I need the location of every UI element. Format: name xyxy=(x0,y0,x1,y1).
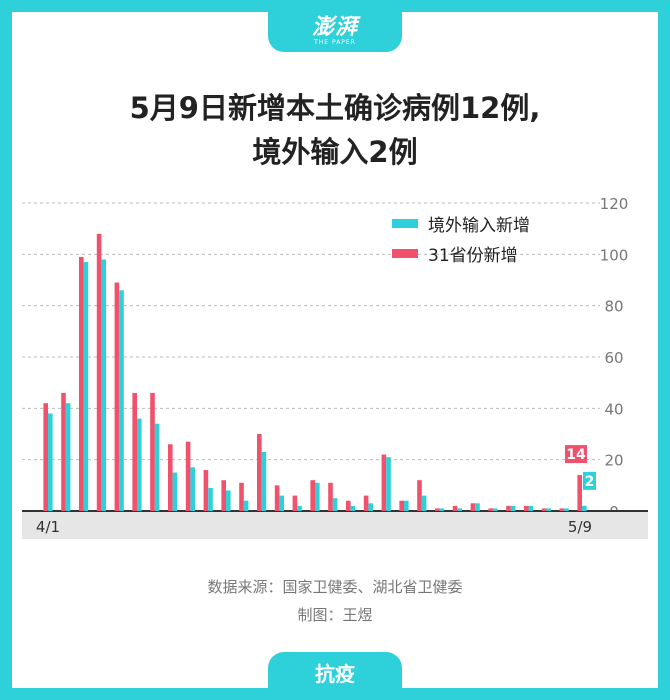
source-line-1: 数据来源：国家卫健委、湖北省卫健委 xyxy=(207,578,463,596)
bar-provincial xyxy=(185,441,191,511)
bar-provincial xyxy=(310,480,315,511)
bar-imported xyxy=(493,508,498,511)
bar-imported xyxy=(172,472,178,511)
y-tick-label: 60 xyxy=(604,349,623,367)
bar-imported xyxy=(154,423,160,511)
bar-provincial xyxy=(435,508,440,511)
bar-imported xyxy=(510,505,516,511)
bar-provincial xyxy=(506,505,511,511)
data-source: 数据来源：国家卫健委、湖北省卫健委 制图：王煜 xyxy=(0,573,670,629)
x-tick-label-start: 4/1 xyxy=(36,518,60,536)
bar-provincial xyxy=(203,469,209,511)
y-tick-label: 40 xyxy=(604,400,623,418)
legend-label-provincial: 31省份新增 xyxy=(428,245,518,266)
x-axis-band xyxy=(22,511,648,539)
bar-imported xyxy=(386,457,391,511)
bar-imported xyxy=(582,505,587,511)
bar-imported xyxy=(101,259,106,511)
brand-logo: 澎湃 THE PAPER xyxy=(268,12,402,52)
bar-imported xyxy=(528,505,534,511)
bar-provincial xyxy=(399,500,404,511)
chart-title: 5月9日新增本土确诊病例12例, 境外输入2例 xyxy=(0,86,670,174)
bar-imported xyxy=(137,418,142,511)
annotation-box-provincial xyxy=(565,445,587,464)
bar-provincial xyxy=(96,233,102,512)
bar-imported xyxy=(48,413,53,511)
bar-imported xyxy=(261,451,267,511)
bar-provincial xyxy=(150,392,155,511)
bar-imported xyxy=(368,503,373,511)
bar-provincial xyxy=(577,475,582,511)
bar-imported xyxy=(546,508,551,511)
bar-imported xyxy=(83,262,89,511)
bar-imported xyxy=(119,290,124,511)
bar-provincial xyxy=(257,434,262,511)
bar-provincial xyxy=(61,392,66,511)
logo-subtitle: THE PAPER xyxy=(314,39,356,46)
y-tick-label: 20 xyxy=(604,452,623,470)
legend-label-imported: 境外输入新增 xyxy=(428,215,530,236)
annotation-label-imported: 2 xyxy=(585,474,595,490)
annotation-label-provincial: 14 xyxy=(566,447,586,463)
bar-imported xyxy=(208,487,213,511)
x-tick-label-end: 5/9 xyxy=(568,518,592,536)
bar-imported xyxy=(457,508,462,511)
bar-provincial xyxy=(328,482,333,511)
chart-legend: 境外输入新增 31省份新增 xyxy=(392,208,530,268)
bar-imported xyxy=(65,403,71,511)
bar-provincial xyxy=(417,480,422,511)
bar-imported xyxy=(243,500,249,511)
bar-provincial xyxy=(470,503,476,511)
bar-provincial xyxy=(363,495,369,511)
bar-provincial xyxy=(274,485,280,511)
bar-imported xyxy=(279,495,284,511)
bar-provincial xyxy=(292,495,298,511)
bar-provincial xyxy=(168,444,173,511)
bar-provincial xyxy=(541,508,547,511)
bar-provincial xyxy=(239,482,244,511)
legend-swatch-imported xyxy=(392,218,418,228)
legend-swatch-provincial xyxy=(392,248,418,258)
bar-imported xyxy=(475,503,480,511)
legend-item-provincial: 31省份新增 xyxy=(392,238,530,268)
bar-imported xyxy=(404,500,409,511)
bar-imported xyxy=(226,490,231,511)
bar-imported xyxy=(190,467,195,511)
logo-name: 澎湃 xyxy=(311,15,358,40)
bar-imported xyxy=(350,505,356,511)
bar-imported xyxy=(439,508,445,511)
bar-provincial xyxy=(346,500,351,511)
y-tick-label: 120 xyxy=(600,195,629,213)
title-line-1: 5月9日新增本土确诊病例12例, xyxy=(129,91,541,125)
bar-provincial xyxy=(79,256,84,511)
bar-provincial xyxy=(132,392,137,511)
bar-provincial xyxy=(524,505,529,511)
bar-provincial xyxy=(488,508,493,511)
bar-imported xyxy=(315,482,320,511)
title-line-2: 境外输入2例 xyxy=(252,135,418,169)
bar-provincial xyxy=(559,508,565,511)
bar-provincial xyxy=(221,480,226,511)
annotation-box-imported xyxy=(583,471,596,490)
bar-provincial xyxy=(381,454,387,511)
source-line-2: 制图：王煜 xyxy=(297,606,373,624)
legend-item-imported: 境外输入新增 xyxy=(392,208,530,238)
bar-imported xyxy=(332,498,338,511)
topic-tab: 抗疫 xyxy=(268,652,402,692)
bar-provincial xyxy=(43,403,48,511)
bar-provincial xyxy=(452,505,458,511)
bar-imported xyxy=(297,505,302,511)
bar-imported xyxy=(564,508,569,511)
y-tick-label: 100 xyxy=(600,246,629,264)
bar-provincial xyxy=(114,282,120,511)
y-tick-label: 80 xyxy=(604,298,623,316)
bar-imported xyxy=(421,495,427,511)
